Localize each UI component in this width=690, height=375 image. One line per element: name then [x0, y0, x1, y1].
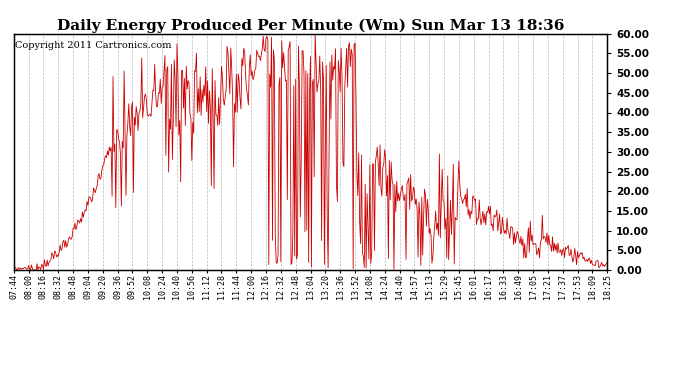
Text: Copyright 2011 Cartronics.com: Copyright 2011 Cartronics.com: [15, 41, 172, 50]
Title: Daily Energy Produced Per Minute (Wm) Sun Mar 13 18:36: Daily Energy Produced Per Minute (Wm) Su…: [57, 18, 564, 33]
